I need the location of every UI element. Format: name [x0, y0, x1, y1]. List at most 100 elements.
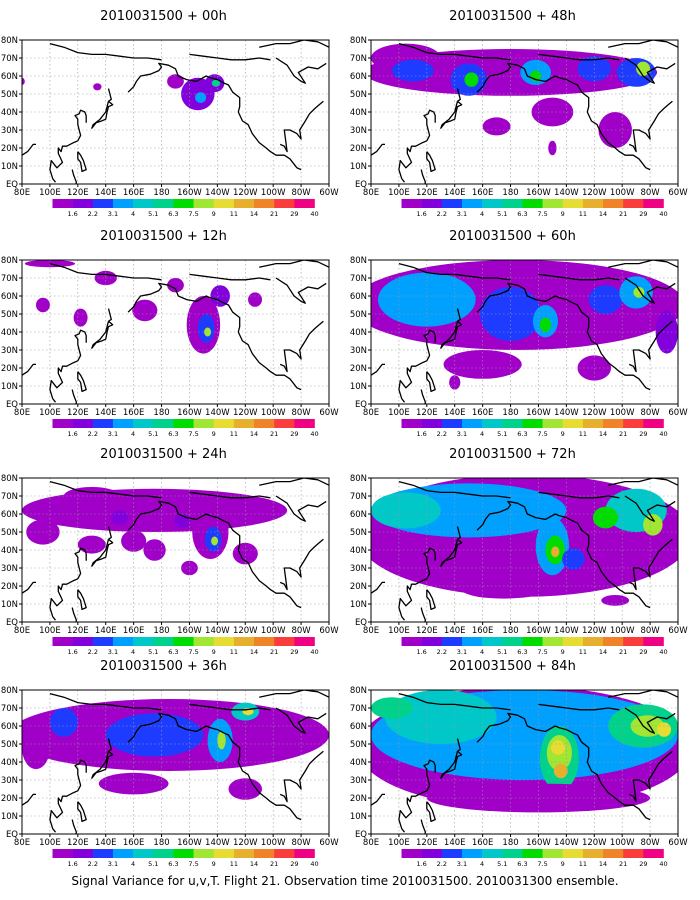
lat-tick-label: 50N: [1, 90, 18, 100]
colorbar-swatch: [233, 849, 255, 858]
lat-tick-label: 30N: [1, 126, 18, 136]
colorbar-swatch: [401, 199, 422, 208]
variance-contour: [204, 327, 212, 337]
colorbar-level-label: 9: [561, 210, 565, 218]
map-panel-4: 2010031500 + 24h 80E 100E 120E 140E 160E 180 16…: [1, 447, 339, 656]
colorbar-level-label: 29: [639, 648, 647, 656]
lat-tick-label: 30N: [350, 776, 367, 786]
map-panel-7: 2010031500 + 84h 80E 100E 120E 140E 160E 180 16…: [350, 659, 688, 868]
map-gridlines: [371, 690, 678, 834]
colorbar-level-label: 7.5: [188, 210, 198, 218]
lon-tick-label: 160W: [177, 188, 202, 198]
colorbar-level-label: 6.3: [168, 648, 178, 656]
colorbar-swatch: [193, 199, 215, 208]
colorbar-swatch: [173, 419, 194, 428]
colorbar-swatch: [213, 199, 235, 208]
lon-tick-label: 160E: [472, 838, 494, 848]
lat-tick-label: 70N: [1, 274, 18, 284]
map-panels: 2010031500 + 00h 80E 100E 120E 140E 160E 180 16…: [1, 9, 688, 868]
colorbar-level-label: 1.6: [67, 648, 77, 656]
colorbar-swatch: [421, 419, 443, 428]
lat-tick-label: 10N: [1, 812, 18, 822]
colorbar-swatch: [233, 199, 255, 208]
lon-tick-label: 120W: [233, 408, 258, 418]
lat-tick-label: 60N: [350, 722, 367, 732]
coastlines: [371, 478, 678, 622]
colorbar-level-label: 3.1: [108, 648, 118, 656]
colorbar-swatch: [401, 849, 422, 858]
lon-tick-label: 160E: [472, 188, 494, 198]
lon-tick-label: 120W: [233, 626, 258, 636]
colorbar-swatch: [72, 199, 94, 208]
colorbar-level-label: 5.1: [497, 648, 507, 656]
lon-tick-label: 80W: [640, 188, 660, 198]
colorbar-swatch: [133, 637, 154, 646]
variance-contour: [482, 117, 511, 136]
variance-contour: [464, 72, 479, 87]
lat-tick-label: EQ: [355, 180, 367, 190]
variance-contour: [77, 535, 106, 554]
colorbar-level-label: 4: [131, 648, 135, 656]
lon-tick-label: 100W: [610, 626, 635, 636]
colorbar-swatch: [52, 849, 73, 858]
colorbar-swatch: [603, 637, 624, 646]
colorbar-swatch: [401, 637, 422, 646]
colorbar-level-label: 4: [131, 210, 135, 218]
colorbar-level-label: 6.3: [168, 430, 178, 438]
colorbar-level-label: 40: [659, 210, 667, 218]
variance-contour: [588, 285, 623, 314]
map-panel-2: 2010031500 + 12h 80E 100E 120E 140E 160E 180 16…: [1, 229, 339, 438]
colorbar-swatch: [461, 419, 483, 428]
colorbar-swatch: [522, 199, 543, 208]
lat-tick-label: 40N: [1, 758, 18, 768]
lat-tick-label: 20N: [1, 364, 18, 374]
lat-tick-label: 60N: [350, 510, 367, 520]
lon-tick-label: 140E: [95, 838, 117, 848]
lon-tick-label: 80W: [640, 626, 660, 636]
variance-field: [371, 690, 678, 813]
variance-contour: [551, 546, 560, 558]
colorbar-swatch: [274, 199, 295, 208]
variance-contour: [167, 74, 184, 89]
lon-tick-label: 120W: [582, 626, 607, 636]
lat-tick-label: 80N: [350, 256, 367, 266]
lat-tick-label: 70N: [350, 54, 367, 64]
variance-contour: [228, 778, 263, 800]
lat-tick-label: 60N: [350, 292, 367, 302]
colorbar-level-label: 21: [270, 430, 278, 438]
lon-tick-label: 80E: [363, 626, 379, 636]
lon-tick-label: 100W: [261, 408, 286, 418]
colorbar-level-label: 4: [480, 430, 484, 438]
lat-tick-label: 70N: [1, 704, 18, 714]
lat-tick-label: 50N: [1, 310, 18, 320]
colorbar-level-label: 14: [250, 648, 258, 656]
lat-tick-label: 10N: [350, 812, 367, 822]
colorbar-level-label: 14: [250, 210, 258, 218]
lat-tick-label: 10N: [1, 382, 18, 392]
colorbar-swatch: [461, 637, 483, 646]
lon-tick-label: 160W: [526, 188, 551, 198]
colorbar-level-label: 9: [212, 648, 216, 656]
lat-tick-label: 40N: [350, 108, 367, 118]
lon-tick-label: 60W: [668, 188, 688, 198]
colorbar-swatch: [274, 637, 295, 646]
colorbar-level-label: 7.5: [188, 648, 198, 656]
colorbar-swatch: [213, 637, 235, 646]
lon-tick-label: 160E: [472, 626, 494, 636]
lon-tick-label: 160E: [123, 838, 145, 848]
colorbar-level-label: 40: [310, 860, 318, 868]
colorbar-swatch: [582, 199, 604, 208]
lon-tick-label: 140W: [205, 838, 230, 848]
lon-tick-label: 140E: [95, 626, 117, 636]
lat-tick-label: 40N: [350, 328, 367, 338]
variance-contour: [181, 560, 198, 576]
colorbar-level-label: 2.2: [88, 210, 98, 218]
colorbar-swatch: [562, 637, 584, 646]
lon-tick-label: 100W: [261, 838, 286, 848]
colorbar-level-label: 40: [310, 648, 318, 656]
lon-tick-label: 100W: [261, 188, 286, 198]
lon-tick-label: 160E: [123, 188, 145, 198]
variance-field: [22, 74, 225, 111]
colorbar-swatch: [522, 849, 543, 858]
colorbar-swatch: [112, 849, 134, 858]
